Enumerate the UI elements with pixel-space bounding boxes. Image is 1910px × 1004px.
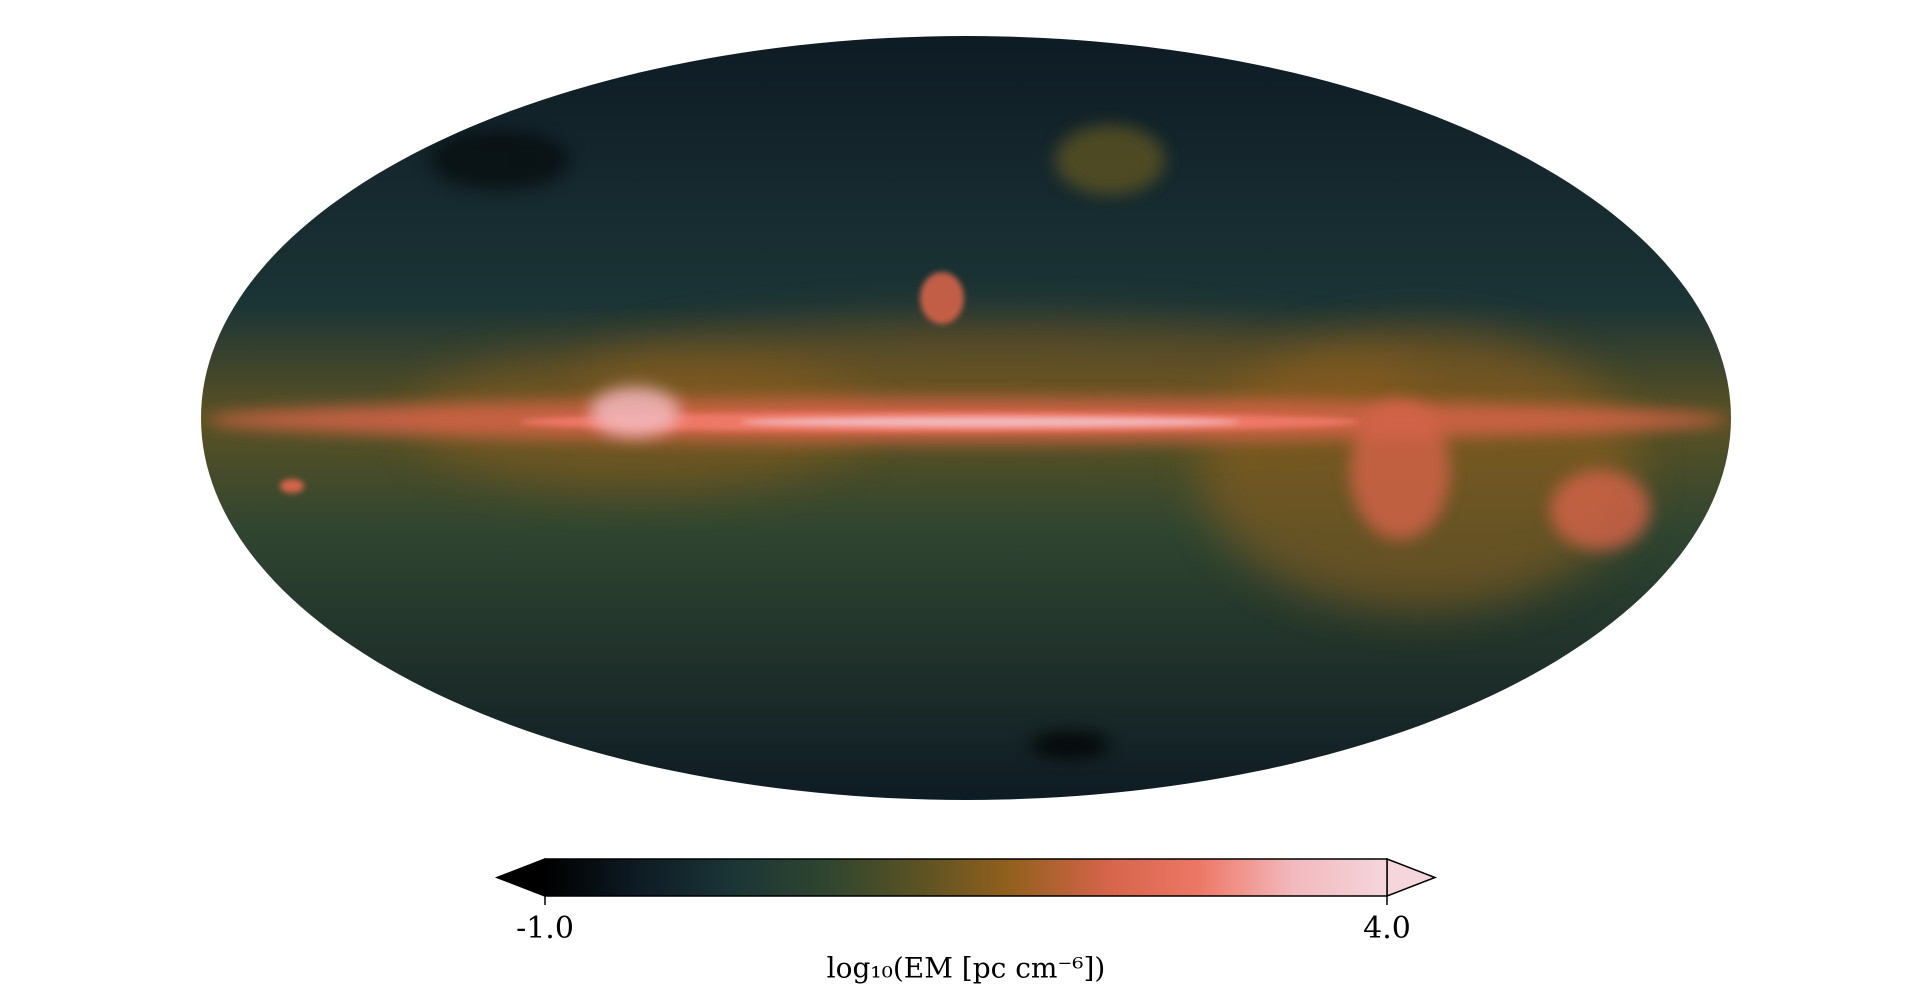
dark-region <box>430 130 570 190</box>
bright-region <box>590 387 680 437</box>
colorbar-tick-label: -1.0 <box>516 911 574 946</box>
colorbar: -1.0 4.0 <box>494 857 1438 946</box>
diffuse-emission <box>1055 125 1165 195</box>
sky-map <box>201 36 1731 800</box>
colorbar-extend-max <box>1386 857 1438 898</box>
colorbar-extend-min <box>494 857 546 898</box>
bright-region <box>280 479 304 493</box>
colorbar-label: log₁₀(EM [pc cm⁻⁶]) <box>827 952 1106 985</box>
bright-region <box>920 272 964 324</box>
galactic-plane-core <box>740 417 1240 427</box>
bright-region <box>1550 470 1650 550</box>
colorbar-body <box>544 858 1388 897</box>
bright-region <box>1350 400 1450 540</box>
dark-region <box>1030 731 1110 759</box>
colorbar-tick-label: 4.0 <box>1363 911 1411 946</box>
